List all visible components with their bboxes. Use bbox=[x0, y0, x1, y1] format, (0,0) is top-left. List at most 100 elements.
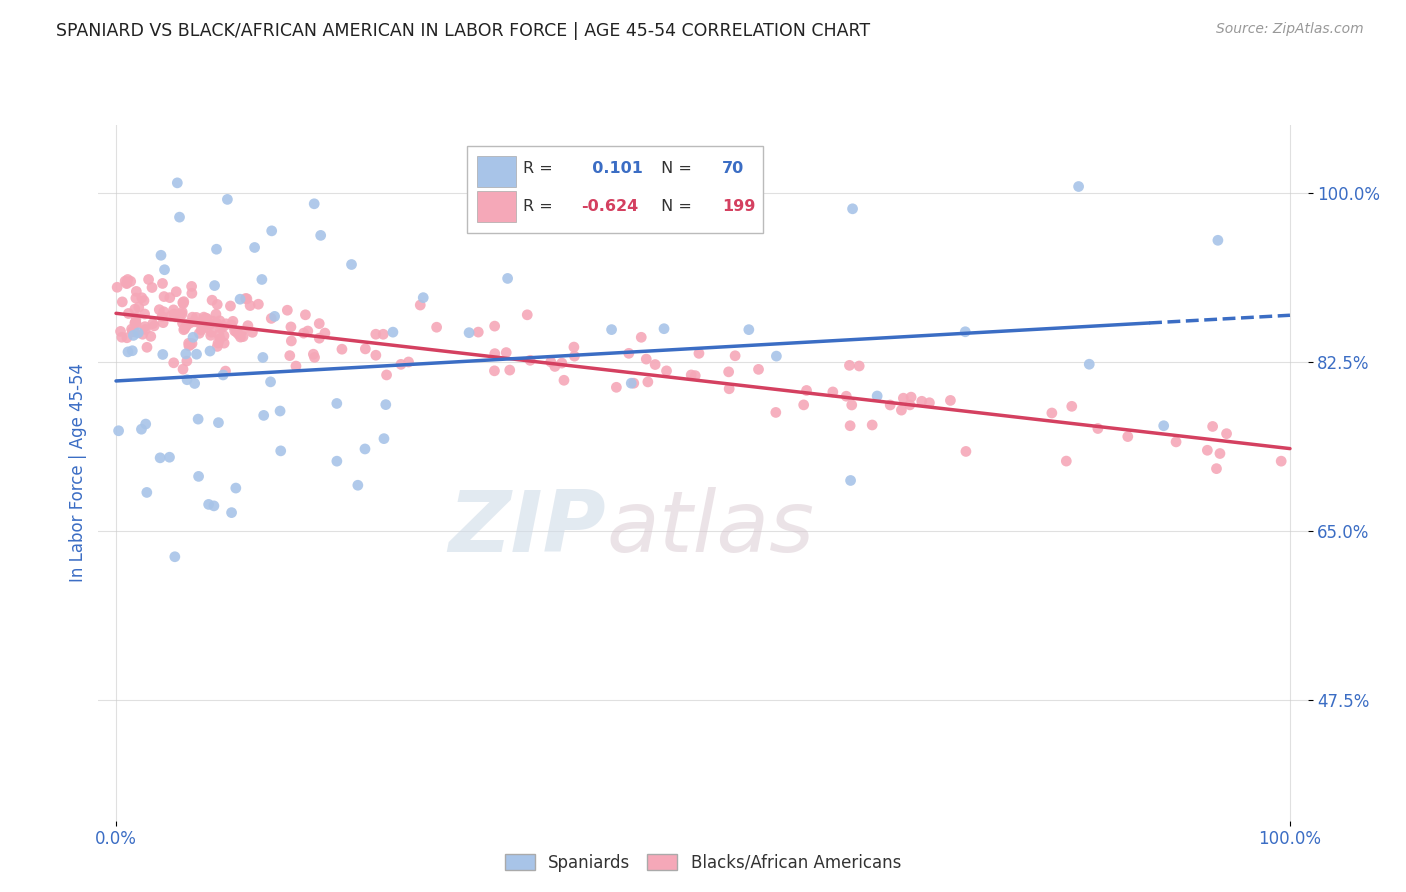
Point bbox=[655, 364, 678, 378]
Point bbox=[562, 340, 585, 354]
Point bbox=[143, 318, 166, 333]
Point bbox=[890, 403, 912, 417]
Point bbox=[153, 262, 176, 277]
Point bbox=[793, 398, 815, 412]
Point bbox=[134, 322, 156, 336]
Point bbox=[544, 359, 567, 374]
Point bbox=[381, 325, 404, 339]
Point bbox=[152, 305, 174, 319]
Point bbox=[128, 300, 150, 314]
Point bbox=[426, 320, 449, 334]
Point bbox=[516, 308, 538, 322]
Point bbox=[409, 298, 432, 312]
Point bbox=[1201, 419, 1223, 434]
Point bbox=[364, 327, 387, 342]
Point bbox=[215, 317, 238, 331]
Point bbox=[955, 325, 977, 339]
Point bbox=[280, 334, 302, 348]
Point bbox=[200, 317, 222, 331]
Point bbox=[209, 321, 232, 335]
Point bbox=[519, 353, 541, 368]
Point bbox=[893, 391, 915, 405]
Point bbox=[600, 323, 623, 337]
Point bbox=[190, 323, 212, 337]
Point bbox=[838, 359, 860, 373]
Point bbox=[765, 349, 787, 363]
Point bbox=[939, 393, 962, 408]
Point bbox=[221, 506, 243, 520]
Text: -0.624: -0.624 bbox=[581, 199, 638, 214]
Point bbox=[177, 339, 200, 353]
Point bbox=[187, 469, 209, 483]
Point bbox=[172, 362, 194, 376]
Point bbox=[115, 277, 138, 291]
Point bbox=[124, 302, 146, 317]
Point bbox=[212, 319, 235, 334]
Text: ZIP: ZIP bbox=[449, 487, 606, 570]
Point bbox=[1153, 418, 1175, 433]
Point bbox=[217, 193, 239, 207]
Point bbox=[1209, 446, 1232, 460]
Point bbox=[193, 320, 215, 334]
Point bbox=[278, 349, 301, 363]
Point bbox=[207, 416, 229, 430]
Point bbox=[683, 368, 706, 383]
Point bbox=[181, 330, 204, 344]
Point bbox=[398, 355, 420, 369]
Point bbox=[239, 299, 262, 313]
FancyBboxPatch shape bbox=[477, 156, 516, 186]
Point bbox=[375, 368, 398, 382]
Point bbox=[250, 272, 273, 286]
Point bbox=[148, 302, 170, 317]
Point bbox=[176, 373, 198, 387]
Point bbox=[841, 398, 863, 412]
Point bbox=[280, 320, 302, 334]
Point bbox=[204, 278, 226, 293]
Point bbox=[163, 307, 186, 321]
Point bbox=[724, 349, 747, 363]
Point bbox=[121, 343, 143, 358]
Point bbox=[765, 405, 787, 419]
Point bbox=[165, 310, 187, 324]
Point bbox=[132, 293, 155, 308]
Point bbox=[165, 285, 187, 299]
FancyBboxPatch shape bbox=[477, 191, 516, 221]
Point bbox=[207, 336, 229, 351]
Point bbox=[326, 454, 349, 468]
Point bbox=[174, 318, 197, 333]
Point bbox=[131, 291, 153, 305]
Point bbox=[170, 307, 193, 321]
Point bbox=[212, 368, 235, 382]
Point bbox=[496, 271, 519, 285]
Point bbox=[169, 210, 191, 224]
Point bbox=[738, 323, 761, 337]
Text: 0.101: 0.101 bbox=[581, 161, 643, 177]
Point bbox=[202, 499, 225, 513]
Point bbox=[150, 248, 173, 262]
Point bbox=[205, 242, 228, 256]
Point bbox=[688, 346, 710, 360]
Point bbox=[125, 285, 148, 299]
Point bbox=[186, 310, 208, 325]
Point bbox=[162, 302, 184, 317]
Point bbox=[499, 363, 522, 377]
Point bbox=[153, 289, 176, 303]
Point bbox=[163, 356, 186, 370]
Point bbox=[127, 326, 149, 340]
Point bbox=[134, 319, 156, 334]
Point bbox=[180, 279, 202, 293]
Point bbox=[114, 274, 136, 288]
Point bbox=[260, 224, 283, 238]
Point bbox=[205, 316, 228, 330]
Text: N =: N = bbox=[655, 161, 697, 177]
Point bbox=[232, 329, 254, 343]
Point bbox=[181, 336, 204, 351]
Point bbox=[340, 258, 363, 272]
Point bbox=[139, 329, 162, 343]
Point bbox=[860, 417, 883, 432]
Point bbox=[131, 422, 153, 436]
Point bbox=[717, 365, 740, 379]
Point bbox=[180, 286, 202, 301]
Point bbox=[326, 396, 349, 410]
Point bbox=[172, 305, 194, 319]
